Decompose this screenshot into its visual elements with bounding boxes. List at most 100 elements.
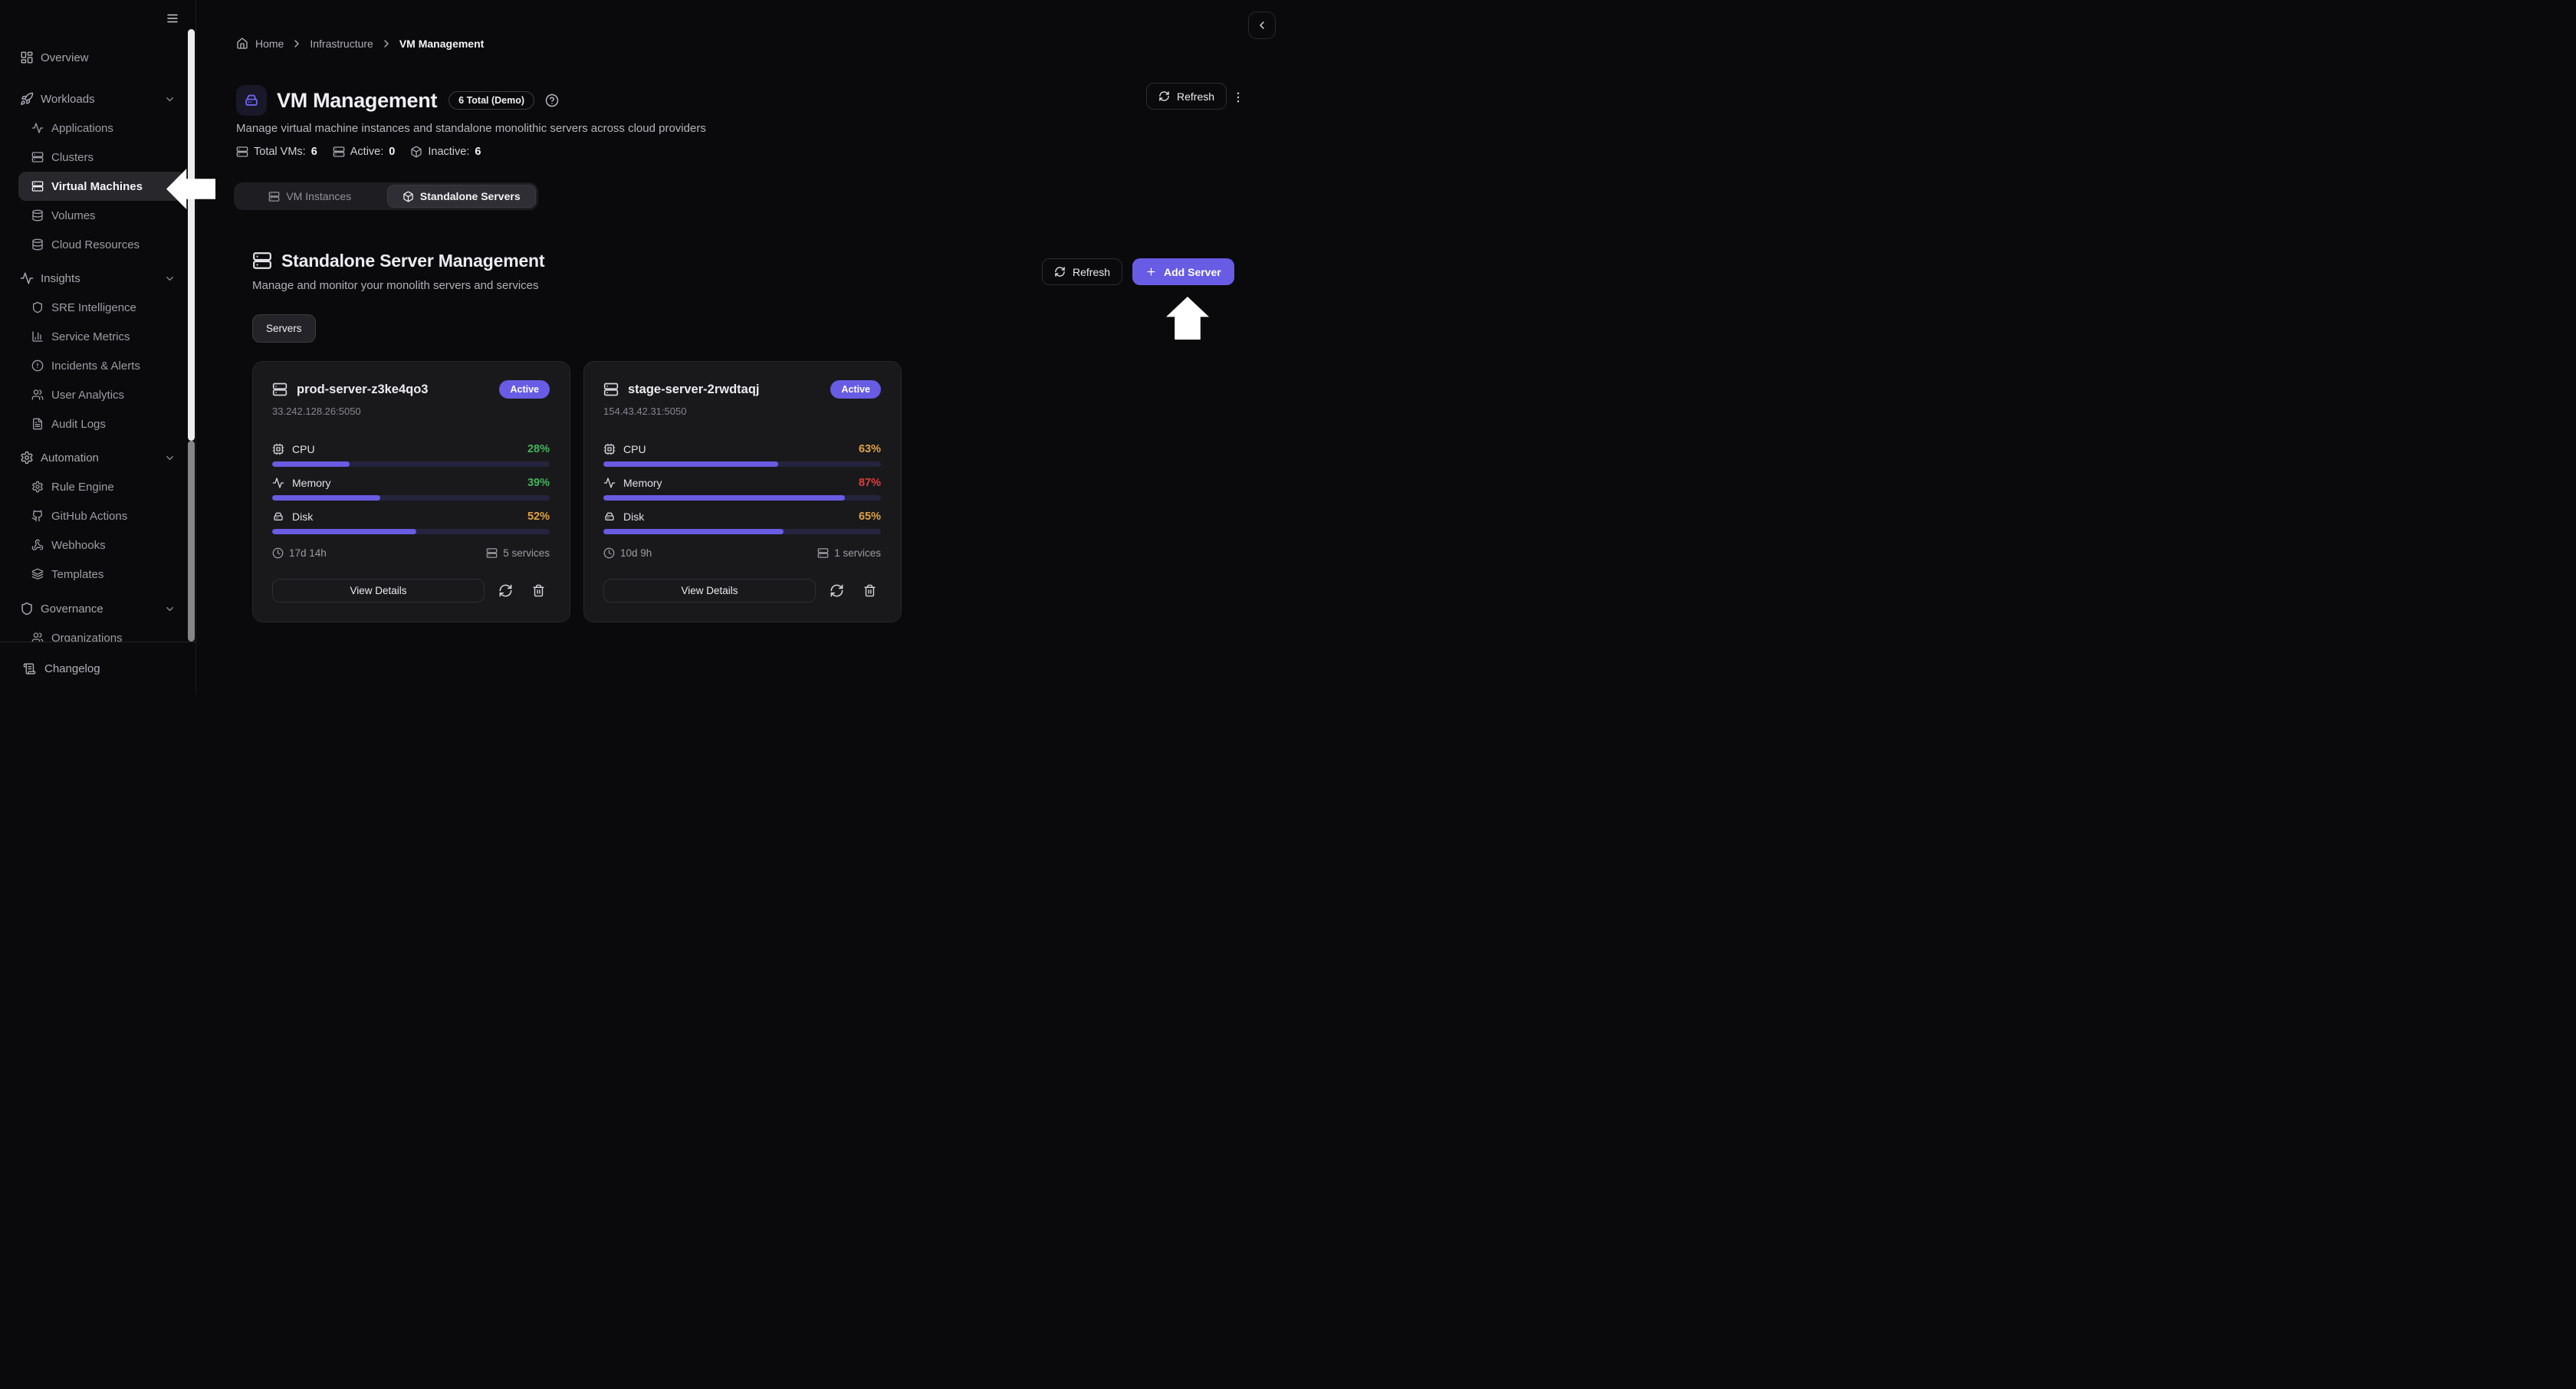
users-icon [31,389,44,401]
sidebar-item-governance[interactable]: Governance [18,594,186,623]
breadcrumb-infrastructure[interactable]: Infrastructure [310,38,373,50]
server-icon [333,146,345,158]
plus-icon [1145,266,1157,277]
sidebar-item-user-analytics[interactable]: User Analytics [18,380,186,409]
tab-standalone-servers[interactable]: Standalone Servers [386,185,536,208]
layers-icon [31,568,44,580]
sidebar-item-incidents-alerts[interactable]: Incidents & Alerts [18,351,186,380]
sidebar-item-volumes[interactable]: Volumes [18,201,186,230]
users-icon [31,632,44,642]
add-server-button[interactable]: Add Server [1132,258,1234,285]
server-address: 154.43.42.31:5050 [603,406,687,417]
section-title: Standalone Server Management [281,250,545,271]
server-icon [31,180,44,192]
activity-icon [20,271,34,285]
metric-value: 63% [858,443,881,455]
clock-icon [272,547,284,559]
progress-bar [272,461,550,467]
sidebar-item-webhooks[interactable]: Webhooks [18,530,186,560]
sidebar-item-changelog[interactable]: Changelog [0,642,196,694]
grid-icon [20,51,34,64]
sidebar-scrollbar[interactable] [188,29,195,642]
sidebar-item-automation[interactable]: Automation [18,443,186,472]
metric-label: Disk [623,511,645,523]
collapse-panel-button[interactable] [1248,11,1276,39]
delete-server-icon[interactable] [532,584,545,597]
section-header: Standalone Server Management [252,247,545,274]
box-icon [410,146,422,158]
stat-total-vms: Total VMs: 6 [236,146,317,158]
rocket-icon [20,92,34,106]
metric-memory: Memory 87% [603,477,881,501]
sidebar-item-applications[interactable]: Applications [18,113,186,143]
help-icon[interactable] [545,94,559,107]
chevron-right-icon [380,38,393,50]
sidebar-item-workloads[interactable]: Workloads [18,84,186,113]
metric-label: Memory [292,477,331,489]
refresh-servers-button[interactable]: Refresh [1042,258,1123,285]
delete-server-icon[interactable] [863,584,876,597]
gear-icon [20,451,34,465]
sidebar-item-rule-engine[interactable]: Rule Engine [18,472,186,501]
view-details-button[interactable]: View Details [603,579,816,603]
sidebar-item-github-actions[interactable]: GitHub Actions [18,501,186,530]
progress-bar [603,461,881,467]
refresh-server-icon[interactable] [830,583,844,598]
server-name: prod-server-z3ke4qo3 [297,382,429,396]
uptime: 10d 9h [620,547,652,559]
metric-value: 87% [858,477,881,489]
metric-value: 65% [858,511,881,523]
refresh-server-icon[interactable] [498,583,513,598]
progress-bar [603,529,881,534]
more-options-icon[interactable] [1225,84,1251,110]
drive-icon [236,85,267,116]
breadcrumb-current: VM Management [399,38,485,50]
sidebar-item-organizations[interactable]: Organizations [18,623,186,642]
chevron-down-icon [164,273,176,284]
breadcrumb-home[interactable]: Home [255,38,284,50]
server-card: stage-server-2rwdtaqj Active 154.43.42.3… [583,361,902,622]
home-icon [236,38,248,50]
sidebar: Overview Workloads Applications Clusters… [0,0,196,694]
activity-icon [31,122,44,134]
sidebar-item-sre-intelligence[interactable]: SRE Intelligence [18,293,186,322]
cpu-icon [272,443,284,455]
sidebar-item-audit-logs[interactable]: Audit Logs [18,409,186,438]
scroll-icon [23,662,36,675]
server-icon [252,251,272,271]
db-icon [31,238,44,251]
sidebar-item-service-metrics[interactable]: Service Metrics [18,322,186,351]
chevron-down-icon [164,94,176,105]
tab-vm-instances[interactable]: VM Instances [236,185,384,208]
db-icon [31,209,44,222]
metric-value: 52% [527,511,550,523]
clock-icon [603,547,615,559]
sidebar-item-virtual-machines[interactable]: Virtual Machines [18,172,186,201]
scrollbar-thumb[interactable] [188,29,195,441]
view-details-button[interactable]: View Details [272,579,485,603]
chevron-down-icon [164,603,176,615]
sidebar-item-insights[interactable]: Insights [18,264,186,293]
metric-label: Memory [623,477,662,489]
sidebar-item-clusters[interactable]: Clusters [18,143,186,172]
metric-label: CPU [292,443,315,455]
uptime: 17d 14h [289,547,327,559]
metric-value: 39% [527,477,550,489]
sidebar-item-templates[interactable]: Templates [18,560,186,589]
sidebar-item-overview[interactable]: Overview [18,43,186,72]
github-icon [31,510,44,522]
sidebar-item-cloud-resources[interactable]: Cloud Resources [18,230,186,259]
refresh-button[interactable]: Refresh [1146,83,1227,110]
main-content: Home Infrastructure VM Management VM Man… [196,0,1288,694]
server-icon [603,382,619,397]
metric-cpu: CPU 63% [603,443,881,467]
drive-icon [272,511,284,523]
metric-disk: Disk 52% [272,511,550,534]
chart-icon [31,330,44,343]
progress-bar [272,529,550,534]
services-count: 1 services [834,547,881,559]
breadcrumb: Home Infrastructure VM Management [236,38,484,50]
cpu-icon [603,443,616,455]
tab-servers[interactable]: Servers [252,314,316,343]
drive-icon [603,511,616,523]
